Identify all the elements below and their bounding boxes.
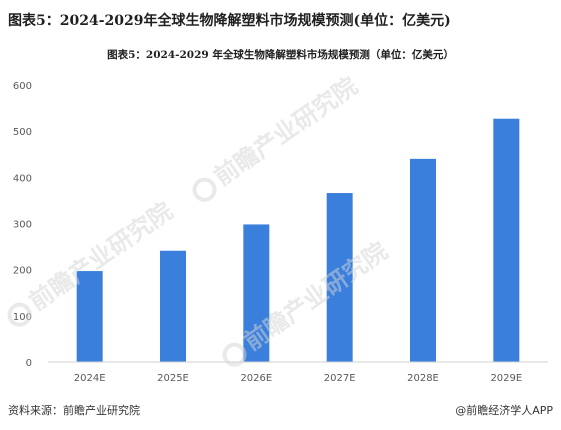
x-tick-label: 2028E [407, 373, 439, 384]
bar-2027E [326, 193, 353, 362]
source-note: 资料来源：前瞻产业研究院 [8, 404, 140, 417]
y-tick-label: 100 [13, 312, 32, 323]
y-axis-ticks: 0 100 200 300 400 500 600 [13, 81, 32, 369]
y-tick-label: 400 [13, 173, 32, 184]
x-tick-label: 2026E [240, 373, 272, 384]
bar-2029E [493, 118, 520, 363]
bar-2026E [243, 224, 270, 362]
bar-2024E [76, 271, 103, 362]
bar-2028E [410, 158, 436, 362]
credit-note: @前瞻经济学人APP [455, 404, 553, 417]
y-tick-label: 200 [13, 266, 32, 277]
x-tick-label: 2029E [490, 373, 522, 384]
bar-2025E [160, 250, 186, 362]
x-tick-label: 2025E [157, 373, 189, 384]
y-tick-label: 300 [13, 220, 32, 231]
page-title: 图表5：2024-2029年全球生物降解塑料市场规模预测(单位：亿美元) [8, 13, 451, 29]
x-tick-label: 2024E [74, 373, 106, 384]
y-tick-label: 600 [13, 81, 32, 92]
x-tick-label: 2027E [324, 373, 356, 384]
y-tick-label: 0 [26, 358, 32, 369]
chart-title: 图表5：2024-2029 年全球生物降解塑料市场规模预测（单位：亿美元） [107, 49, 454, 61]
y-tick-label: 500 [13, 127, 32, 138]
bars [76, 118, 520, 363]
x-axis-ticks: 2024E 2025E 2026E 2027E 2028E 2029E [74, 373, 522, 384]
